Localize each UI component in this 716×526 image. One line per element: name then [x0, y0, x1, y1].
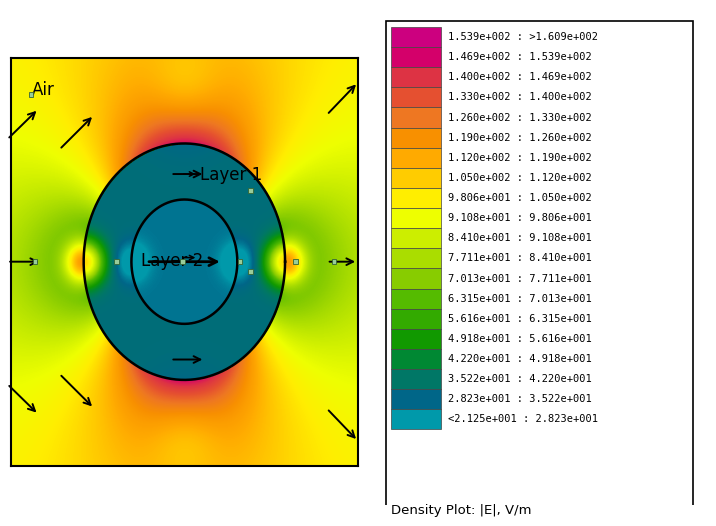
Bar [391, 329, 441, 349]
Bar [391, 289, 441, 309]
Text: Density Plot: |E|, V/m: Density Plot: |E|, V/m [391, 504, 531, 517]
Text: 1.120e+002 : 1.190e+002: 1.120e+002 : 1.190e+002 [448, 153, 592, 163]
Bar [332, 259, 336, 264]
Text: 1.050e+002 : 1.120e+002: 1.050e+002 : 1.120e+002 [448, 173, 592, 183]
Bar [391, 87, 441, 107]
Text: 1.260e+002 : 1.330e+002: 1.260e+002 : 1.330e+002 [448, 113, 592, 123]
Bar [391, 188, 441, 208]
Bar [391, 268, 441, 289]
Text: 5.616e+001 : 6.315e+001: 5.616e+001 : 6.315e+001 [448, 313, 592, 323]
Bar [248, 188, 253, 193]
Text: 8.410e+001 : 9.108e+001: 8.410e+001 : 9.108e+001 [448, 233, 592, 243]
Bar [33, 259, 37, 264]
Bar [391, 409, 441, 429]
Text: 4.918e+001 : 5.616e+001: 4.918e+001 : 5.616e+001 [448, 334, 592, 344]
Bar [180, 259, 185, 264]
Text: 1.400e+002 : 1.469e+002: 1.400e+002 : 1.469e+002 [448, 72, 592, 82]
Bar [391, 369, 441, 389]
Bar [391, 228, 441, 248]
Bar [391, 309, 441, 329]
Bar [391, 208, 441, 228]
Text: Layer 1: Layer 1 [200, 166, 262, 184]
Bar [391, 349, 441, 369]
Bar [391, 248, 441, 268]
Bar [294, 259, 298, 264]
Text: 1.190e+002 : 1.260e+002: 1.190e+002 : 1.260e+002 [448, 133, 592, 143]
Text: 1.469e+002 : 1.539e+002: 1.469e+002 : 1.539e+002 [448, 52, 592, 62]
Bar [391, 128, 441, 148]
Bar [248, 269, 253, 275]
Bar [115, 259, 119, 264]
Text: 6.315e+001 : 7.013e+001: 6.315e+001 : 7.013e+001 [448, 294, 592, 304]
Text: 3.522e+001 : 4.220e+001: 3.522e+001 : 4.220e+001 [448, 374, 592, 384]
Text: 7.711e+001 : 8.410e+001: 7.711e+001 : 8.410e+001 [448, 254, 592, 264]
Text: 9.108e+001 : 9.806e+001: 9.108e+001 : 9.806e+001 [448, 213, 592, 223]
Text: 2.823e+001 : 3.522e+001: 2.823e+001 : 3.522e+001 [448, 394, 592, 404]
Text: 1.539e+002 : >1.609e+002: 1.539e+002 : >1.609e+002 [448, 32, 599, 42]
Bar [391, 389, 441, 409]
Text: 9.806e+001 : 1.050e+002: 9.806e+001 : 1.050e+002 [448, 193, 592, 203]
Bar [391, 107, 441, 128]
Text: Layer 2: Layer 2 [141, 252, 203, 270]
Bar [391, 168, 441, 188]
Text: 1.330e+002 : 1.400e+002: 1.330e+002 : 1.400e+002 [448, 93, 592, 103]
Bar [391, 47, 441, 67]
Bar [391, 148, 441, 168]
Bar [391, 27, 441, 47]
Bar [29, 92, 33, 97]
Text: 4.220e+001 : 4.918e+001: 4.220e+001 : 4.918e+001 [448, 354, 592, 364]
Text: Air: Air [32, 80, 54, 98]
Bar [238, 259, 242, 264]
Text: 7.013e+001 : 7.711e+001: 7.013e+001 : 7.711e+001 [448, 274, 592, 284]
Text: <2.125e+001 : 2.823e+001: <2.125e+001 : 2.823e+001 [448, 414, 599, 424]
Bar [391, 67, 441, 87]
